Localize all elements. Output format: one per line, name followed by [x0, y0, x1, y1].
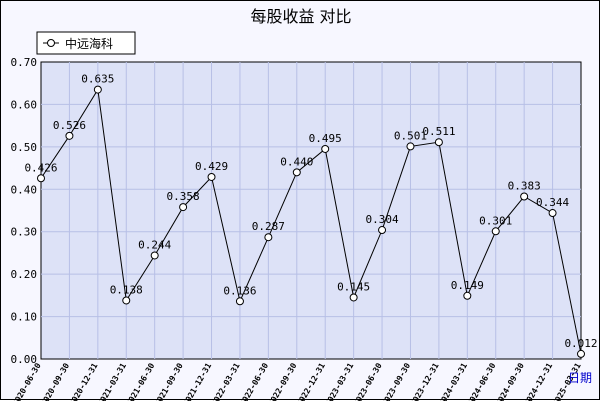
y-tick-label: 0.60: [11, 98, 38, 111]
data-label: 0.383: [508, 179, 541, 192]
data-point: [434, 138, 443, 147]
y-tick-label: 0.00: [11, 353, 38, 366]
data-label: 0.495: [309, 132, 342, 145]
y-axis-ticks: 0.00 0.10 0.20 0.30 0.40 0.50 0.60 0.70: [11, 56, 38, 366]
data-label: 0.138: [110, 283, 143, 296]
x-tick-label: 2022-09-30: [267, 361, 299, 401]
data-point: [463, 291, 472, 300]
data-point: [321, 144, 330, 153]
data-point: [378, 226, 387, 235]
x-tick-label: 2021-03-31: [96, 361, 128, 401]
data-point: [207, 172, 216, 181]
x-tick-label: 2024-12-31: [522, 361, 554, 401]
data-label: 0.136: [223, 284, 256, 297]
data-point: [93, 85, 102, 94]
data-label: 0.145: [337, 280, 370, 293]
data-point: [520, 192, 529, 201]
x-tick-label: 2024-09-30: [494, 361, 526, 401]
data-label: 0.635: [81, 73, 114, 86]
x-tick-label: 2023-12-31: [409, 361, 441, 401]
y-tick-label: 0.70: [11, 56, 38, 69]
x-axis-ticks: 2020-06-302020-09-302020-12-312021-03-31…: [11, 361, 583, 401]
data-label: 0.287: [252, 220, 285, 233]
data-point: [577, 349, 585, 358]
data-point: [122, 296, 131, 305]
grid-lines: [41, 62, 581, 359]
x-axis-label: 日期: [568, 371, 592, 385]
data-label: 0.012: [564, 337, 597, 350]
data-point: [349, 293, 358, 302]
data-label: 0.304: [365, 213, 398, 226]
data-label: 0.501: [394, 129, 427, 142]
data-label: 0.440: [280, 155, 313, 168]
legend-label: 中远海科: [65, 36, 113, 51]
data-point: [150, 251, 159, 260]
x-tick-label: 2020-12-31: [68, 361, 100, 401]
data-point: [264, 233, 273, 242]
y-tick-label: 0.20: [11, 268, 38, 281]
data-label: 0.429: [195, 160, 228, 173]
y-tick-label: 0.10: [11, 311, 38, 324]
data-label: 0.344: [536, 196, 569, 209]
data-point: [548, 209, 557, 218]
data-label: 0.511: [422, 125, 455, 138]
data-point: [235, 297, 244, 306]
data-label: 0.526: [53, 119, 86, 132]
y-tick-label: 0.30: [11, 226, 38, 239]
data-label: 0.358: [167, 190, 200, 203]
data-point: [292, 168, 301, 177]
x-tick-label: 2021-12-31: [181, 361, 213, 401]
data-point: [179, 203, 188, 212]
legend: 中远海科: [36, 31, 136, 55]
x-tick-label: 2020-06-30: [11, 361, 43, 401]
data-point: [491, 227, 500, 236]
x-tick-label: 2021-06-30: [125, 361, 157, 401]
x-tick-label: 2024-03-31: [437, 361, 469, 401]
x-tick-label: 2024-06-30: [466, 361, 498, 401]
y-tick-label: 0.50: [11, 141, 38, 154]
series-line: [40, 88, 582, 355]
y-tick-label: 0.40: [11, 183, 38, 196]
x-tick-label: 2022-03-31: [210, 361, 242, 401]
x-tick-label: 2022-12-31: [295, 361, 327, 401]
x-tick-label: 2021-09-30: [153, 361, 185, 401]
legend-box: [36, 31, 136, 55]
data-labels: 0.426 0.526 0.635 0.138 0.244 0.358 0.429 0.136…: [24, 73, 597, 350]
series-group: [37, 85, 585, 358]
x-tick-label: 2023-09-30: [380, 361, 412, 401]
x-tick-label: 2023-03-31: [323, 361, 355, 401]
x-tick-label: 2022-06-30: [238, 361, 270, 401]
data-point: [37, 174, 45, 183]
data-point: [406, 142, 415, 151]
data-label: 0.426: [24, 161, 57, 174]
data-label: 0.244: [138, 238, 171, 251]
data-point: [65, 131, 74, 140]
legend-marker-icon: [47, 39, 55, 47]
x-tick-label: 2020-09-30: [39, 361, 71, 401]
chart-title: 每股收益 对比: [250, 7, 351, 26]
x-tick-label: 2023-06-30: [352, 361, 384, 401]
data-label: 0.301: [479, 214, 512, 227]
data-label: 0.149: [451, 279, 484, 292]
plot-area: [40, 61, 582, 360]
